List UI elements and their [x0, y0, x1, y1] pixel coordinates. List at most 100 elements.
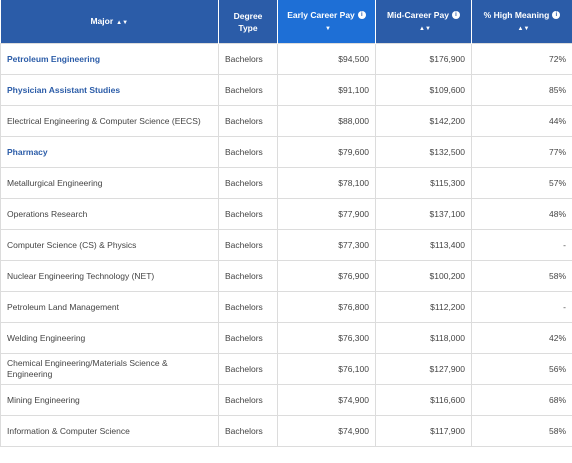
header-text: Major — [90, 15, 114, 26]
header-text: % High Meaning — [483, 9, 550, 20]
major-cell: Electrical Engineering & Computer Scienc… — [0, 105, 219, 137]
major-cell[interactable]: Petroleum Engineering — [0, 43, 219, 75]
meaning-cell: 57% — [471, 167, 572, 199]
mid-pay-cell: $137,100 — [375, 198, 472, 230]
major-cell: Chemical Engineering/Materials Science &… — [0, 353, 219, 385]
degree-cell: Bachelors — [218, 43, 278, 75]
header-text: Early Career Pay — [287, 9, 355, 20]
meaning-cell: 77% — [471, 136, 572, 168]
table-row: Chemical Engineering/Materials Science &… — [0, 353, 572, 385]
mid-pay-cell: $112,200 — [375, 291, 472, 323]
mid-pay-cell: $118,000 — [375, 322, 472, 354]
table-row: Welding Engineering Bachelors $76,300 $118,… — [0, 322, 572, 354]
meaning-cell: 42% — [471, 322, 572, 354]
major-cell[interactable]: Physician Assistant Studies — [0, 74, 219, 106]
table-row: Electrical Engineering & Computer Scienc… — [0, 105, 572, 137]
degree-cell: Bachelors — [218, 260, 278, 292]
degree-cell: Bachelors — [218, 229, 278, 261]
mid-pay-cell: $109,600 — [375, 74, 472, 106]
degree-cell: Bachelors — [218, 384, 278, 416]
sort-icon: ▼ — [325, 25, 331, 32]
degree-cell: Bachelors — [218, 415, 278, 447]
header-text: Degree Type — [233, 10, 263, 33]
meaning-cell: - — [471, 291, 572, 323]
major-cell: Mining Engineering — [0, 384, 219, 416]
mid-pay-cell: $142,200 — [375, 105, 472, 137]
table-row: Petroleum Engineering Bachelors $94,500 $17… — [0, 43, 572, 75]
info-icon[interactable]: i — [357, 11, 366, 20]
major-cell: Welding Engineering — [0, 322, 219, 354]
meaning-cell: 58% — [471, 260, 572, 292]
table-row: Information & Computer Science Bachelors $… — [0, 415, 572, 447]
major-cell: Computer Science (CS) & Physics — [0, 229, 219, 261]
early-pay-cell: $76,900 — [277, 260, 376, 292]
meaning-cell: 58% — [471, 415, 572, 447]
early-pay-cell: $91,100 — [277, 74, 376, 106]
table-row: Metallurgical Engineering Bachelors $78,10… — [0, 167, 572, 199]
early-pay-cell: $77,900 — [277, 198, 376, 230]
degree-cell: Bachelors — [218, 167, 278, 199]
degree-cell: Bachelors — [218, 105, 278, 137]
mid-pay-cell: $100,200 — [375, 260, 472, 292]
mid-pay-cell: $127,900 — [375, 353, 472, 385]
major-cell: Nuclear Engineering Technology (NET) — [0, 260, 219, 292]
early-pay-cell: $74,900 — [277, 384, 376, 416]
major-cell: Information & Computer Science — [0, 415, 219, 447]
mid-pay-cell: $113,400 — [375, 229, 472, 261]
sort-icon: ▲▼ — [419, 25, 431, 32]
table-row: Computer Science (CS) & Physics Bachelors… — [0, 229, 572, 261]
early-pay-cell: $88,000 — [277, 105, 376, 137]
mid-pay-cell: $117,900 — [375, 415, 472, 447]
early-pay-cell: $76,800 — [277, 291, 376, 323]
degree-cell: Bachelors — [218, 198, 278, 230]
mid-pay-cell: $132,500 — [375, 136, 472, 168]
table-row: Petroleum Land Management Bachelors $76,80… — [0, 291, 572, 323]
degree-cell: Bachelors — [218, 291, 278, 323]
degree-cell: Bachelors — [218, 136, 278, 168]
sort-icon: ▲▼ — [116, 19, 129, 26]
early-pay-cell: $76,100 — [277, 353, 376, 385]
meaning-cell: 68% — [471, 384, 572, 416]
major-cell[interactable]: Pharmacy — [0, 136, 219, 168]
table-row: Mining Engineering Bachelors $74,900 $116,6… — [0, 384, 572, 416]
early-pay-cell: $94,500 — [277, 43, 376, 75]
early-pay-cell: $76,300 — [277, 322, 376, 354]
info-icon[interactable]: i — [451, 11, 460, 20]
degree-cell: Bachelors — [218, 322, 278, 354]
meaning-cell: - — [471, 229, 572, 261]
meaning-cell: 85% — [471, 74, 572, 106]
degree-cell: Bachelors — [218, 74, 278, 106]
table-row: Physician Assistant Studies Bachelors $91,… — [0, 74, 572, 106]
mid-pay-cell: $115,300 — [375, 167, 472, 199]
table-row: Operations Research Bachelors $77,900 $137,… — [0, 198, 572, 230]
degree-header: Degree Type — [218, 0, 278, 44]
major-cell: Petroleum Land Management — [0, 291, 219, 323]
table-header: Major ▲▼ Degree Type Early Career Pay i ▼ M… — [0, 0, 572, 44]
info-icon[interactable]: i — [552, 11, 561, 20]
major-cell: Metallurgical Engineering — [0, 167, 219, 199]
header-row: Major ▲▼ Degree Type Early Career Pay i ▼ M… — [0, 0, 572, 44]
table-body: Petroleum Engineering Bachelors $94,500 $17… — [0, 43, 572, 447]
major-cell: Operations Research — [0, 198, 219, 230]
meaning-cell: 56% — [471, 353, 572, 385]
degree-cell: Bachelors — [218, 353, 278, 385]
mid-pay-cell: $176,900 — [375, 43, 472, 75]
meaning-cell: 72% — [471, 43, 572, 75]
meaning-header[interactable]: % High Meaning i ▲▼ — [471, 0, 572, 44]
mid-pay-cell: $116,600 — [375, 384, 472, 416]
early-pay-cell: $77,300 — [277, 229, 376, 261]
early-pay-cell: $78,100 — [277, 167, 376, 199]
table-row: Nuclear Engineering Technology (NET) Bach… — [0, 260, 572, 292]
meaning-cell: 44% — [471, 105, 572, 137]
early-pay-cell: $79,600 — [277, 136, 376, 168]
header-text: Mid-Career Pay — [387, 9, 449, 20]
early-pay-cell: $74,900 — [277, 415, 376, 447]
major-header[interactable]: Major ▲▼ — [0, 0, 219, 44]
table-row: Pharmacy Bachelors $79,600 $132,500 77% — [0, 136, 572, 168]
meaning-cell: 48% — [471, 198, 572, 230]
early-header[interactable]: Early Career Pay i ▼ — [277, 0, 376, 44]
majors-table: Major ▲▼ Degree Type Early Career Pay i ▼ M… — [0, 0, 572, 447]
sort-icon: ▲▼ — [517, 25, 530, 32]
mid-header[interactable]: Mid-Career Pay i ▲▼ — [375, 0, 472, 44]
